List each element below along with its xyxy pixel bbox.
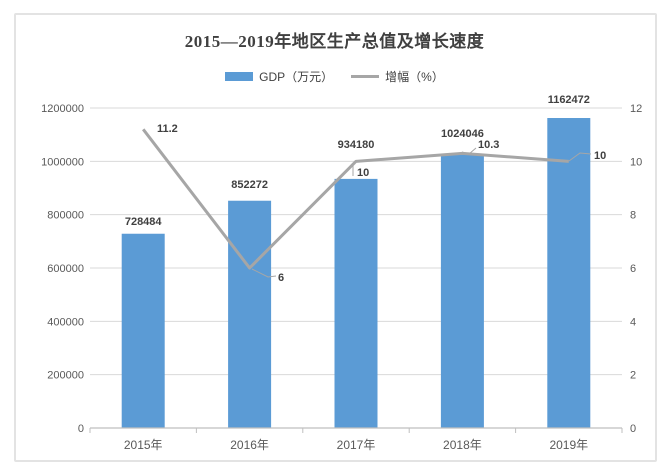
- bar-2015年[interactable]: [121, 233, 165, 428]
- x-axis-category-label: 2016年: [230, 438, 269, 452]
- y-axis-left-tick-label: 200000: [47, 370, 84, 382]
- growth-line-series[interactable]: [142, 128, 569, 270]
- line-data-label: 10.3: [478, 139, 499, 151]
- legend: GDP（万元） 增幅（%）: [0, 67, 669, 85]
- y-axis-left-tick-label: 600000: [47, 263, 84, 275]
- label-leader-line: [568, 152, 592, 162]
- legend-item-growth[interactable]: 增幅（%）: [351, 68, 444, 85]
- y-axis-left-tick-label: 400000: [47, 316, 84, 328]
- bar-data-label: 1024046: [441, 128, 484, 140]
- chart-title: 2015—2019年地区生产总值及增长速度: [184, 32, 485, 51]
- y-axis-right-tick-label: 2: [630, 370, 636, 382]
- line-data-label: 11.2: [157, 123, 178, 135]
- label-leader-line: [461, 147, 477, 155]
- x-axis-category-label: 2018年: [443, 438, 482, 452]
- legend-item-gdp[interactable]: GDP（万元）: [225, 68, 333, 85]
- legend-label-gdp: GDP（万元）: [259, 69, 334, 84]
- y-axis-right-tick-label: 12: [630, 103, 642, 115]
- x-axis-category-label: 2019年: [549, 438, 588, 452]
- y-axis-right-tick-label: 4: [630, 316, 636, 328]
- growth-line-swatch-icon: [351, 74, 380, 78]
- bar-data-label: 934180: [338, 139, 375, 151]
- bar-2016年[interactable]: [228, 200, 272, 428]
- y-axis-left-tick-label: 1000000: [41, 156, 84, 168]
- label-leader-line: [251, 268, 277, 278]
- bar-data-label: 852272: [231, 179, 268, 191]
- y-axis-right-tick-label: 10: [630, 156, 642, 168]
- y-axis-left-tick-label: 800000: [47, 210, 84, 222]
- bar-2017年[interactable]: [334, 178, 378, 428]
- bar-data-label: 728484: [125, 216, 163, 228]
- legend-label-growth: 增幅（%）: [385, 69, 444, 84]
- bar-data-label: 1162472: [548, 94, 590, 106]
- y-axis-left-tick-label: 0: [78, 423, 84, 435]
- y-axis-left-tick-label: 1200000: [41, 103, 84, 115]
- x-axis-category-label: 2015年: [124, 438, 163, 452]
- y-axis-right-tick-label: 0: [630, 423, 636, 435]
- bar-2018年[interactable]: [440, 154, 484, 428]
- y-axis-right-tick-label: 8: [630, 210, 636, 222]
- line-data-label: 6: [278, 272, 284, 284]
- bar-2019年[interactable]: [547, 118, 591, 428]
- x-axis-category-label: 2017年: [337, 438, 376, 452]
- y-axis-right-tick-label: 6: [630, 263, 636, 275]
- line-data-label: 10: [594, 150, 606, 162]
- line-data-label: 10: [357, 167, 369, 179]
- gdp-bar-swatch-icon: [225, 71, 254, 81]
